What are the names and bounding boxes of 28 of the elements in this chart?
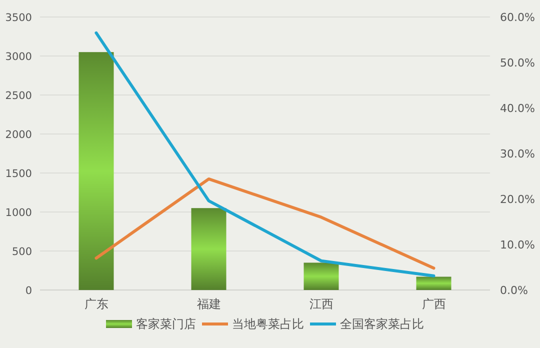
y-tick-label: 1000 [5, 207, 32, 219]
x-tick-label: 福建 [196, 297, 221, 311]
bar [416, 276, 452, 290]
y2-tick-label: 0.0% [500, 284, 528, 297]
y-tick-label: 2000 [5, 129, 32, 141]
x-tick-label: 广东 [84, 297, 108, 311]
legend-label: 全国客家菜占比 [340, 317, 424, 331]
y2-tick-label: 30.0% [500, 148, 535, 160]
y2-tick-label: 60.0% [500, 11, 535, 24]
y2-tick-label: 20.0% [500, 193, 535, 206]
y-tick-label: 1500 [5, 168, 32, 180]
x-tick-label: 江西 [309, 297, 334, 311]
bar [304, 262, 339, 290]
bar [78, 52, 114, 290]
y2-tick-label: 10.0% [500, 238, 535, 252]
y-tick-label: 0 [25, 285, 32, 297]
y2-tick-label: 50.0% [500, 56, 535, 70]
y2-tick-label: 40.0% [500, 102, 535, 115]
x-tick-label: 广西 [422, 297, 446, 311]
y-tick-label: 3500 [5, 12, 32, 24]
legend-label: 客家菜门店 [136, 317, 196, 331]
y-tick-label: 2500 [5, 90, 32, 102]
line-series [94, 31, 436, 278]
line-series [94, 177, 436, 270]
y-tick-label: 500 [12, 246, 32, 258]
y-tick-label: 3000 [5, 51, 32, 63]
legend-label: 当地粤菜占比 [232, 317, 304, 331]
bar [191, 208, 226, 290]
